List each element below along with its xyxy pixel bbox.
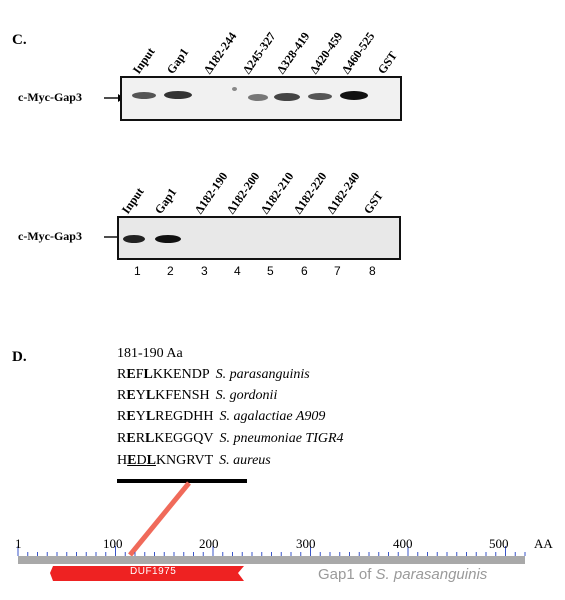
residue: H	[117, 453, 128, 468]
conserved-residue: E	[126, 367, 136, 382]
band	[248, 94, 268, 101]
sequence-row: REYLREGDHH S. agalactiae A909	[117, 409, 325, 425]
duf1975-label: DUF1975	[130, 566, 177, 577]
caption-species: S. parasanguinis	[375, 566, 488, 583]
lane-number: 8	[369, 264, 376, 278]
blot2-lane-label: Input	[118, 184, 147, 217]
band	[274, 93, 300, 101]
blot1-lane-label: Δ182-244	[200, 29, 240, 77]
lane-number: 6	[301, 264, 308, 278]
lane-number: 2	[167, 264, 174, 278]
conserved-residue: E	[127, 453, 137, 468]
sequence-row: RERLKEGGQV S. pneumoniae TIGR4	[117, 431, 344, 447]
caption-prefix: Gap1 of	[318, 566, 376, 583]
conserved-residue: E	[126, 409, 136, 424]
species-name: S. aureus	[219, 453, 271, 468]
sequence-row: REFLKKENDP S. parasanguinis	[117, 367, 310, 383]
panel-d-label: D.	[12, 349, 27, 365]
lane-number: 3	[201, 264, 208, 278]
species-name: S. gordonii	[215, 388, 278, 403]
blot2-lane-label: Δ182-220	[290, 169, 330, 217]
band	[340, 91, 368, 100]
scale-ticks	[17, 546, 526, 556]
residue: R	[117, 409, 127, 424]
residue: KEGGQV	[154, 431, 214, 446]
protein-caption: Gap1 of S. parasanguinis	[318, 566, 487, 583]
protein-scale-bar	[18, 556, 525, 564]
blot2-lane-label: Gap1	[151, 185, 180, 217]
band	[308, 93, 332, 100]
conserved-residue: L	[145, 388, 156, 403]
conserved-residue: L	[145, 431, 155, 446]
blot1-lane-label: Input	[129, 44, 158, 77]
blot2-row-label-text: c-Myc-Gap3	[18, 229, 82, 243]
residue: F	[135, 367, 144, 382]
residue: R	[135, 431, 146, 446]
lane-number: 1	[134, 264, 141, 278]
conserved-residue: E	[126, 431, 136, 446]
band	[164, 91, 192, 99]
western-blot-2	[117, 216, 401, 260]
residue: REGDHH	[155, 409, 214, 424]
lane-number: 5	[267, 264, 274, 278]
scale-label: 1	[15, 536, 22, 551]
sequence-row: HEDLKNGRVT S. aureus	[117, 453, 271, 469]
residue: KNGRVT	[155, 453, 214, 468]
protein-map	[17, 479, 526, 581]
lane-number: 4	[234, 264, 241, 278]
lane-number: 7	[334, 264, 341, 278]
sequence-title: 181-190 Aa	[117, 346, 183, 361]
residue: R	[117, 431, 127, 446]
scale-label: 500	[489, 536, 509, 551]
band	[132, 92, 156, 99]
conserved-residue: E	[126, 388, 136, 403]
residue: Y	[135, 388, 146, 403]
residue: Y	[135, 409, 146, 424]
region-connector	[128, 481, 191, 557]
blot2-lane-label: Δ182-240	[323, 169, 363, 217]
residue: R	[117, 367, 127, 382]
blot2-lane-label: Δ182-210	[257, 169, 297, 217]
species-name: S. pneumoniae TIGR4	[219, 431, 344, 446]
panel-c-label: C.	[12, 32, 27, 48]
conserved-residue: L	[146, 453, 156, 468]
blot1-lane-label: Δ328-419	[273, 29, 313, 77]
scale-label: 200	[199, 536, 219, 551]
blot1-lane-label: Gap1	[163, 45, 192, 77]
blot1-lane-label: Δ245-327	[239, 29, 279, 77]
residue: R	[117, 388, 127, 403]
scale-label: 300	[296, 536, 316, 551]
blot2-lane-label: GST	[360, 188, 386, 217]
scale-unit: AA	[534, 536, 553, 551]
blot1-row-label-text: c-Myc-Gap3	[18, 90, 82, 104]
sequence-row: REYLKFENSH S. gordonii	[117, 388, 277, 404]
conserved-residue: L	[143, 367, 153, 382]
residue: KKENDP	[152, 367, 210, 382]
scale-label: 400	[393, 536, 413, 551]
duf1975-domain	[50, 566, 244, 581]
scale-label: 100	[103, 536, 123, 551]
species-name: S. agalactiae A909	[219, 409, 326, 424]
blot1-row-label: c-Myc-Gap3	[18, 90, 82, 105]
blot2-row-label: c-Myc-Gap3	[18, 229, 82, 244]
band	[123, 235, 145, 243]
band	[232, 87, 237, 91]
residue: KFENSH	[155, 388, 210, 403]
conserved-residue: L	[145, 409, 156, 424]
species-name: S. parasanguinis	[215, 367, 310, 382]
western-blot-1	[120, 76, 402, 121]
band	[155, 235, 181, 243]
residue: D	[136, 453, 147, 468]
blot1-lane-label: GST	[374, 48, 400, 77]
